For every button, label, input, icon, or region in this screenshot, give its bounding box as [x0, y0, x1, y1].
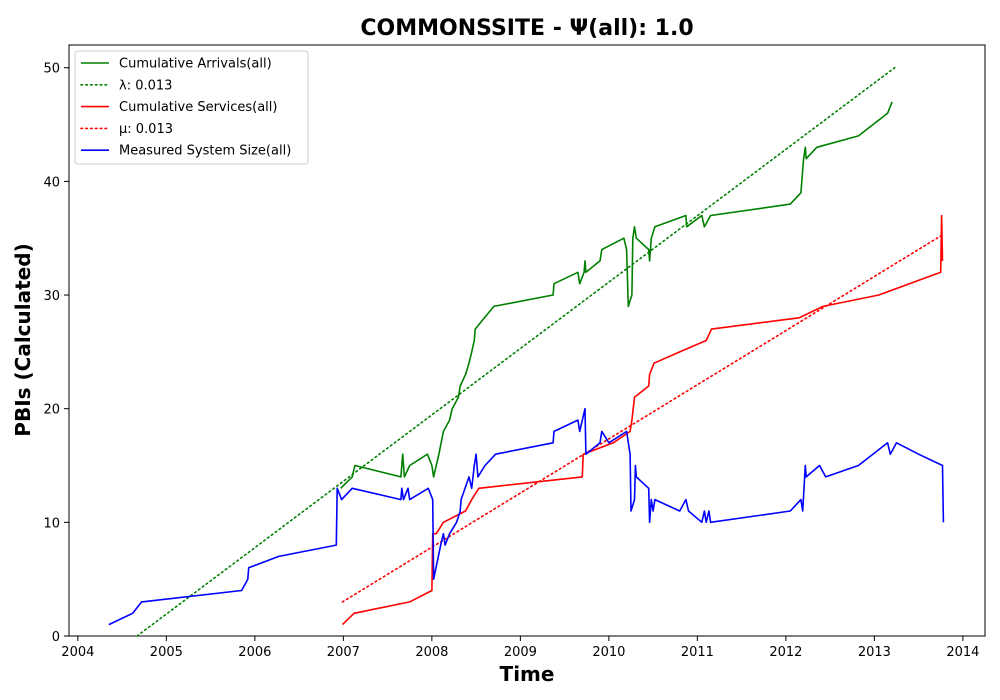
x-tick-label: 2013: [858, 645, 891, 660]
x-tick-label: 2012: [769, 645, 802, 660]
series-line-4: [108, 407, 945, 626]
legend-label: λ: 0.013: [119, 78, 172, 93]
x-tick-label: 2010: [592, 645, 625, 660]
x-tick-label: 2009: [504, 645, 537, 660]
y-tick-label: 30: [43, 289, 60, 304]
series-line-1: [136, 66, 896, 637]
x-tick-label: 2005: [150, 645, 183, 660]
y-tick-label: 40: [43, 175, 60, 190]
series-layer: [108, 66, 945, 637]
legend-label: μ: 0.013: [119, 122, 173, 137]
x-tick-label: 2004: [61, 645, 94, 660]
legend: Cumulative Arrivals(all) λ: 0.013 Cumulati…: [74, 50, 309, 165]
chart-title: COMMONSSITE - Ψ(all): 1.0: [360, 16, 693, 41]
x-tick-label: 2006: [238, 645, 271, 660]
series-line-2: [341, 214, 944, 626]
y-axis-label: PBIs (Calculated): [11, 243, 35, 436]
legend-label: Cumulative Services(all): [119, 100, 277, 115]
legend-box: [74, 50, 309, 165]
legend-label: Measured System Size(all): [119, 144, 291, 159]
y-tick-label: 10: [43, 516, 60, 531]
y-axis: 0 10 20 30 40 50: [43, 62, 69, 645]
x-axis: 2004 2005 2006 2007 2008 2009 2010 2011 2012 2013…: [61, 636, 979, 660]
x-axis-label: Time: [500, 662, 555, 686]
y-tick-label: 0: [52, 630, 60, 645]
x-tick-label: 2007: [327, 645, 360, 660]
plot-area: [68, 44, 986, 637]
y-tick-label: 50: [43, 62, 60, 77]
x-tick-label: 2011: [681, 645, 714, 660]
legend-label: Cumulative Arrivals(all): [119, 57, 272, 72]
series-line-0: [340, 101, 893, 489]
x-tick-label: 2014: [946, 645, 979, 660]
y-tick-label: 20: [43, 403, 60, 418]
x-tick-label: 2008: [415, 645, 448, 660]
plot-frame: [68, 44, 986, 637]
